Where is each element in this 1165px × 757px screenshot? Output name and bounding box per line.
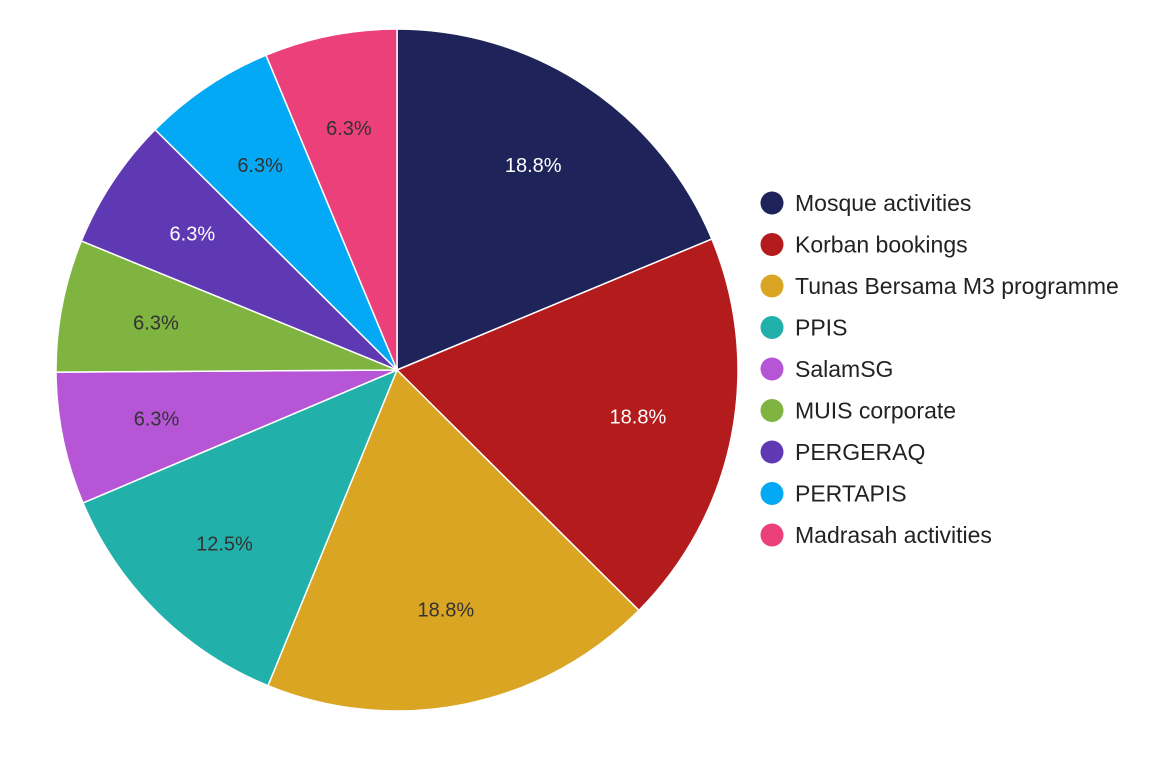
legend-label: Madrasah activities: [795, 522, 992, 548]
legend-item-pergeraq: PERGERAQ: [761, 439, 926, 465]
legend-item-muis-corporate: MUIS corporate: [761, 398, 957, 424]
legend-item-mosque-activities: Mosque activities: [761, 190, 972, 216]
legend-swatch: [761, 482, 784, 505]
legend-swatch: [761, 233, 784, 256]
legend-swatch: [761, 316, 784, 339]
legend-label: PERGERAQ: [795, 439, 925, 465]
legend-label: PERTAPIS: [795, 481, 907, 507]
legend-swatch: [761, 275, 784, 298]
legend-item-ppis: PPIS: [761, 315, 848, 341]
slice-label-mosque-activities: 18.8%: [505, 155, 562, 177]
slice-label-pertapis: 6.3%: [237, 155, 283, 177]
slice-label-korban-bookings: 18.8%: [610, 406, 667, 428]
legend-item-korban-bookings: Korban bookings: [761, 232, 968, 258]
legend-swatch: [761, 358, 784, 381]
slice-label-muis-corporate: 6.3%: [133, 312, 179, 334]
legend-label: Tunas Bersama M3 programme: [795, 273, 1119, 299]
legend-label: Mosque activities: [795, 190, 971, 216]
pie-slices: [56, 29, 738, 711]
legend-swatch: [761, 441, 784, 464]
legend-swatch: [761, 192, 784, 215]
slice-label-pergeraq: 6.3%: [170, 223, 216, 245]
legend-label: Korban bookings: [795, 232, 968, 258]
legend-swatch: [761, 524, 784, 547]
legend-item-pertapis: PERTAPIS: [761, 481, 907, 507]
legend-swatch: [761, 399, 784, 422]
slice-label-tunas-bersama-m3-programme: 18.8%: [417, 600, 474, 622]
legend-item-tunas-bersama-m3-programme: Tunas Bersama M3 programme: [761, 273, 1119, 299]
slice-label-salamsg: 6.3%: [134, 409, 180, 431]
legend-label: PPIS: [795, 315, 847, 341]
slice-label-madrasah-activities: 6.3%: [326, 118, 372, 140]
legend-label: MUIS corporate: [795, 398, 956, 424]
legend-label: SalamSG: [795, 356, 893, 382]
legend-item-salamsg: SalamSG: [761, 356, 894, 382]
legend-item-madrasah-activities: Madrasah activities: [761, 522, 992, 548]
slice-label-ppis: 12.5%: [196, 534, 253, 556]
legend: Mosque activities Korban bookings Tunas Be…: [761, 190, 1119, 548]
